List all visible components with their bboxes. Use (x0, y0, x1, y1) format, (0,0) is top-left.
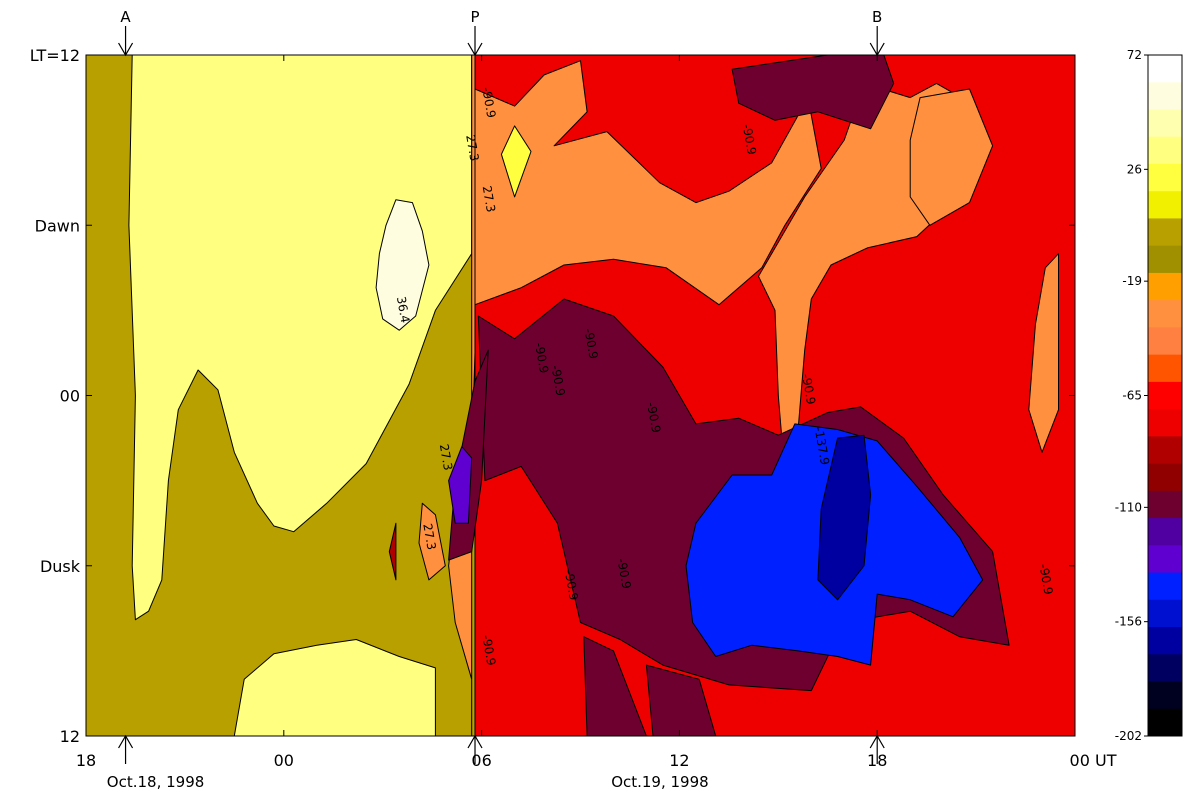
plot-area: 36.427.327.327.327.3-90.9-90.9-90.9-90.9… (86, 55, 1075, 736)
contour-label: -90.9 (479, 86, 498, 119)
colorbar-swatch (1148, 136, 1182, 165)
marker-arrowhead-top (118, 42, 134, 57)
contour-region (500, 125, 532, 198)
colorbar-tick-label: 26 (1127, 162, 1142, 176)
contour-region (418, 502, 446, 581)
colorbar-swatch (1148, 300, 1182, 328)
y-tick-label: Dawn (35, 216, 80, 235)
colorbar-swatch (1148, 654, 1182, 683)
contour-regions (86, 55, 1075, 736)
marker-label: A (120, 8, 131, 26)
contour-label: 27.3 (463, 134, 481, 163)
contour-label: -90.9 (479, 634, 498, 667)
colorbar-swatch (1148, 436, 1182, 465)
contour-label: 27.3 (437, 443, 455, 472)
colorbar-tick-label: -19 (1122, 274, 1142, 288)
marker-arrowhead-top (869, 42, 885, 57)
contour-label: -90.9 (644, 401, 663, 434)
colorbar-tick-label: -156 (1115, 615, 1142, 629)
colorbar-swatch (1148, 627, 1182, 655)
contour-label: -90.9 (532, 341, 551, 374)
colorbar-swatch (1148, 381, 1182, 410)
colorbar-swatch (1148, 191, 1182, 219)
contour-region (474, 60, 822, 306)
contour-region (909, 88, 994, 226)
marker-label: B (872, 8, 882, 26)
colorbar-tick-label: -65 (1122, 389, 1142, 403)
colorbar-swatch (1148, 55, 1182, 83)
contour-region (583, 636, 647, 736)
contour-region (448, 446, 473, 524)
colorbar-swatch (1148, 354, 1182, 383)
colorbar-tick-label: 72 (1127, 48, 1142, 62)
x-tick-label: 00 (274, 751, 294, 770)
contour-region (817, 434, 872, 601)
contour-region (731, 55, 895, 130)
colorbar-swatch (1148, 681, 1182, 710)
y-tick-label: LT=12 (30, 46, 80, 65)
marker-arrowhead-top (467, 42, 483, 57)
colorbar-tick-label: -202 (1115, 729, 1142, 743)
contour-region (1028, 253, 1059, 453)
colorbar-swatch (1148, 463, 1182, 492)
x-tick-label: 12 (669, 751, 689, 770)
marker-arrowhead-bottom (869, 734, 885, 749)
contour-region (375, 199, 430, 331)
date-labels: Oct.18, 1998 Oct.19, 1998 (107, 773, 709, 791)
y-tick-label: 12 (60, 727, 80, 746)
colorbar: 72 26 -19 -65 -110 -156 -202 (1115, 48, 1183, 743)
y-tick-label: Dusk (40, 557, 81, 576)
contour-label: 27.3 (480, 185, 498, 214)
colorbar-swatch (1148, 218, 1182, 247)
marker-arrowhead-bottom (118, 734, 134, 749)
x-tick-label: 06 (471, 751, 491, 770)
contour-label: -90.9 (548, 364, 567, 397)
colorbar-swatch (1148, 82, 1182, 110)
contour-region (128, 55, 473, 621)
colorbar-swatch (1148, 708, 1182, 737)
colorbar-swatch (1148, 599, 1182, 628)
y-tick-label: 00 (60, 387, 80, 406)
marker-label: P (470, 8, 479, 26)
x-axis: 18 00 06 12 18 00 UT (76, 55, 1117, 770)
contour-label: -137.9 (812, 426, 833, 467)
contour-label: -90.9 (740, 123, 759, 156)
colorbar-swatch (1148, 409, 1182, 437)
colorbar-swatch (1148, 272, 1182, 301)
contour-label: 27.3 (420, 522, 438, 551)
contour-label: -90.9 (614, 557, 633, 590)
contour-label: 36.4 (394, 295, 412, 324)
colorbar-tick-label: -110 (1115, 500, 1142, 514)
colorbar-swatch (1148, 245, 1182, 274)
date-label: Oct.19, 1998 (611, 773, 709, 791)
contour-region (233, 639, 436, 736)
colorbar-swatch (1148, 163, 1182, 192)
colorbar-swatch (1148, 327, 1182, 356)
contour-label: -90.9 (581, 327, 600, 360)
x-tick-label: 00 UT (1070, 751, 1117, 770)
contour-label: -90.9 (1036, 563, 1055, 596)
contour-region (645, 664, 717, 736)
contour-region (388, 522, 397, 581)
colorbar-swatch (1148, 518, 1182, 546)
contour-label: -90.9 (799, 373, 818, 406)
colorbar-swatch (1148, 545, 1182, 574)
contour-labels: 36.427.327.327.327.3-90.9-90.9-90.9-90.9… (394, 86, 1056, 667)
y-axis: LT=12 Dawn 00 Dusk 12 (30, 46, 1075, 746)
contour-label: -90.9 (562, 568, 581, 601)
marker-arrowhead-bottom (467, 734, 483, 749)
colorbar-swatch (1148, 490, 1182, 519)
colorbar-swatch (1148, 572, 1182, 601)
colorbar-swatch (1148, 109, 1182, 138)
x-tick-label: 18 (76, 751, 96, 770)
date-label: Oct.18, 1998 (107, 773, 205, 791)
